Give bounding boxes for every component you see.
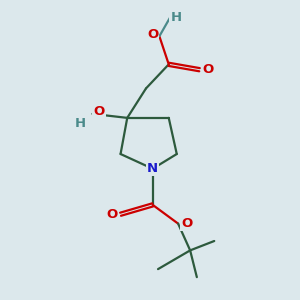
Text: N: N [147, 162, 158, 175]
Text: O: O [106, 208, 118, 221]
Text: O: O [147, 28, 158, 41]
Text: H: H [170, 11, 182, 24]
Text: O: O [181, 217, 192, 230]
Text: O: O [94, 105, 105, 118]
Text: H: H [75, 117, 86, 130]
Text: O: O [202, 63, 214, 76]
